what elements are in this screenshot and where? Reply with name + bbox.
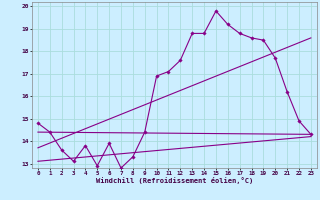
X-axis label: Windchill (Refroidissement éolien,°C): Windchill (Refroidissement éolien,°C) [96, 177, 253, 184]
